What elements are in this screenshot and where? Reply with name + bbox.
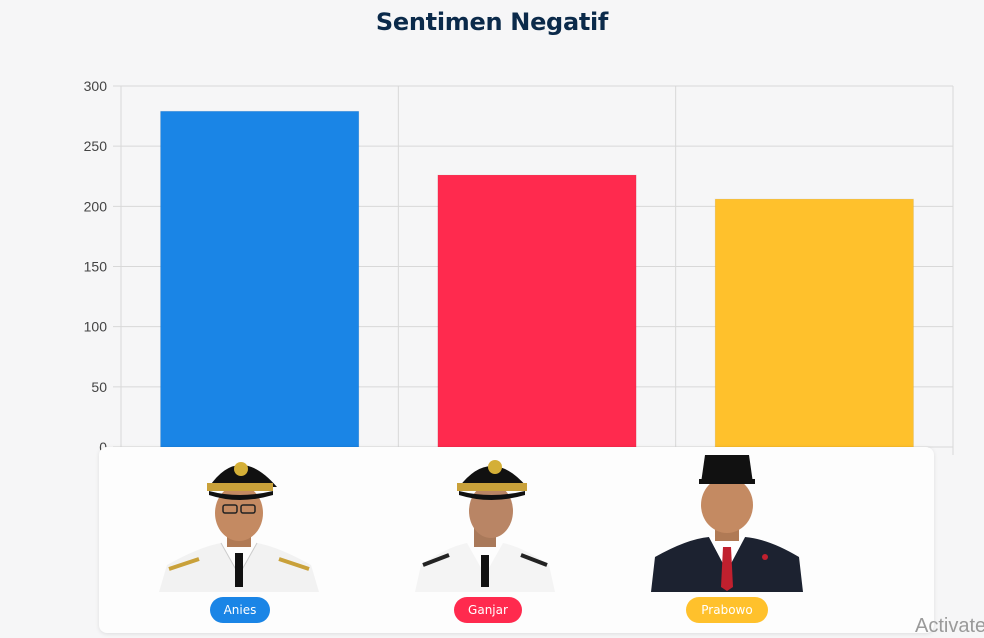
- anies-portrait-icon: [159, 462, 319, 592]
- y-tick-label: 200: [84, 198, 108, 214]
- prabowo-portrait-icon: [651, 455, 803, 592]
- y-tick-label: 50: [91, 379, 107, 395]
- chart-title: Sentimen Negatif: [375, 8, 609, 36]
- candidate-label-ganjar: Ganjar: [454, 597, 522, 623]
- candidate-label-anies: Anies: [210, 597, 270, 623]
- y-tick-label: 100: [84, 319, 108, 335]
- bar-chart: 050100150200250300AniesGanjarPrabowo: [84, 78, 954, 455]
- y-tick-label: 150: [84, 259, 108, 275]
- y-tick-label: 250: [84, 138, 108, 154]
- activate-watermark: Activate: [915, 615, 984, 637]
- y-tick-label: 300: [84, 78, 108, 94]
- bar-prabowo: [714, 198, 914, 448]
- candidate-card: Anies Ganjar Prabowo: [99, 447, 934, 633]
- bar-ganjar: [437, 174, 637, 448]
- ganjar-portrait-icon: [415, 460, 555, 592]
- bar-anies: [160, 110, 360, 448]
- candidate-label-prabowo: Prabowo: [686, 597, 768, 623]
